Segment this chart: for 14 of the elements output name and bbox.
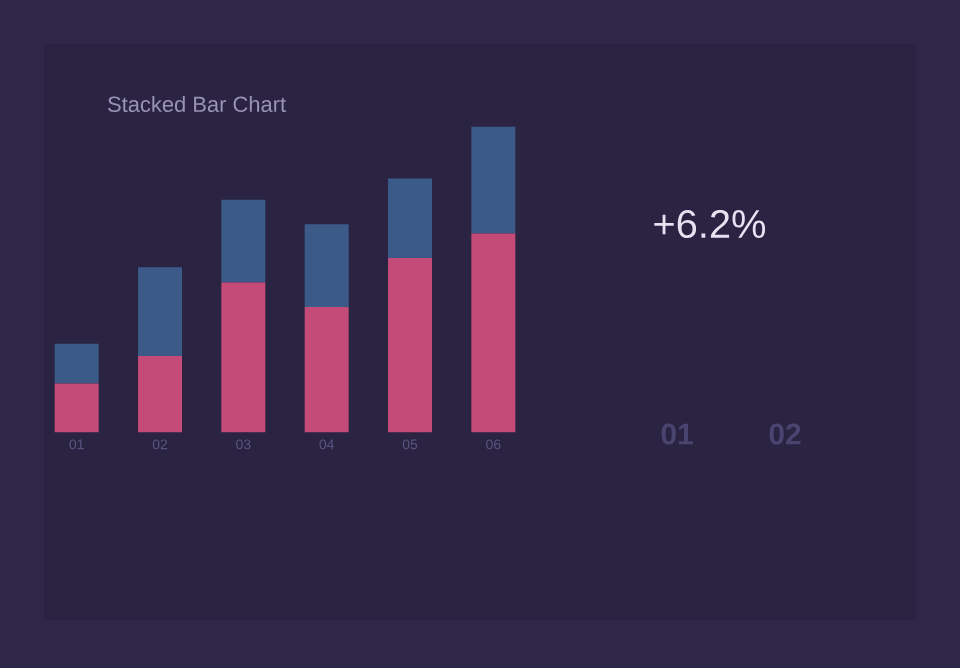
bar [388, 178, 433, 258]
bar [54, 383, 99, 433]
bar [221, 199, 266, 283]
bar [138, 267, 183, 356]
bar [388, 257, 433, 433]
bar [54, 343, 99, 384]
bar [304, 224, 349, 307]
bar [471, 126, 516, 234]
bar [304, 306, 349, 433]
text: +6.2% [654, 209, 766, 239]
bar [221, 282, 266, 433]
bar [138, 355, 183, 433]
bar [471, 233, 516, 433]
chart-title: Stacked Bar Chart [108, 95, 286, 113]
